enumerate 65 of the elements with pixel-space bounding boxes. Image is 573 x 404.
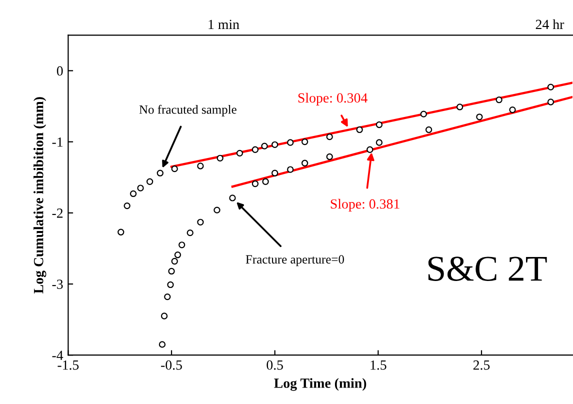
point (272, 141, 278, 148)
y-tick-label: -2 (52, 208, 63, 218)
x-tick-label: -1.5 (58, 360, 79, 370)
point (197, 218, 204, 226)
point (214, 206, 220, 214)
point (174, 252, 182, 258)
point (124, 202, 130, 210)
point (301, 138, 308, 146)
point (376, 121, 383, 128)
point (137, 184, 144, 192)
point (186, 229, 194, 236)
point (146, 178, 154, 185)
annotation: No fracuted sample (139, 104, 236, 116)
point (326, 133, 333, 140)
y-tick-label: 0 (56, 66, 63, 76)
point (366, 146, 374, 153)
point (326, 153, 333, 160)
point (420, 110, 427, 118)
point (496, 96, 502, 104)
point (156, 170, 164, 176)
text: 1 min (208, 20, 240, 29)
point (456, 104, 464, 110)
point (160, 312, 168, 320)
point (376, 139, 383, 146)
point (547, 84, 554, 90)
point (229, 194, 236, 202)
x-tick-label: 2.5 (473, 360, 490, 370)
point (476, 114, 483, 120)
point (216, 154, 224, 162)
point (168, 268, 175, 275)
point (252, 180, 259, 188)
x-tick-label: 1.5 (370, 360, 386, 370)
text: 24 hr (536, 19, 564, 29)
point (252, 146, 259, 153)
point (287, 166, 294, 173)
y-axis-title: Log Cumulative imbibition (mm) (33, 97, 46, 294)
point (171, 165, 178, 172)
point (356, 126, 363, 134)
point (197, 162, 204, 170)
point (236, 150, 244, 157)
point (287, 139, 294, 146)
y-tick-label: -1 (52, 137, 62, 147)
x-axis-title: Log Time (min) (274, 378, 366, 391)
point (118, 228, 124, 236)
x-tick-label: -0.5 (161, 360, 182, 370)
point (164, 293, 171, 300)
point (425, 126, 432, 134)
point (262, 178, 269, 185)
point (547, 98, 554, 106)
text: Slope: 0.381 (330, 198, 400, 212)
y-tick-label: -4 (52, 350, 64, 360)
point (261, 142, 268, 150)
point (509, 106, 516, 114)
point (167, 281, 174, 288)
point (171, 258, 178, 265)
y-tick-label: -3 (52, 280, 63, 289)
point (301, 160, 308, 166)
annotation: Fracture aperture=0 (246, 255, 344, 266)
point (130, 190, 137, 198)
point (178, 242, 186, 248)
point (272, 170, 278, 176)
point (158, 341, 166, 348)
annotation: S&C 2T (428, 256, 547, 281)
x-tick-label: 0.5 (266, 360, 283, 370)
series-label: Slope: 0.304 (298, 92, 368, 106)
